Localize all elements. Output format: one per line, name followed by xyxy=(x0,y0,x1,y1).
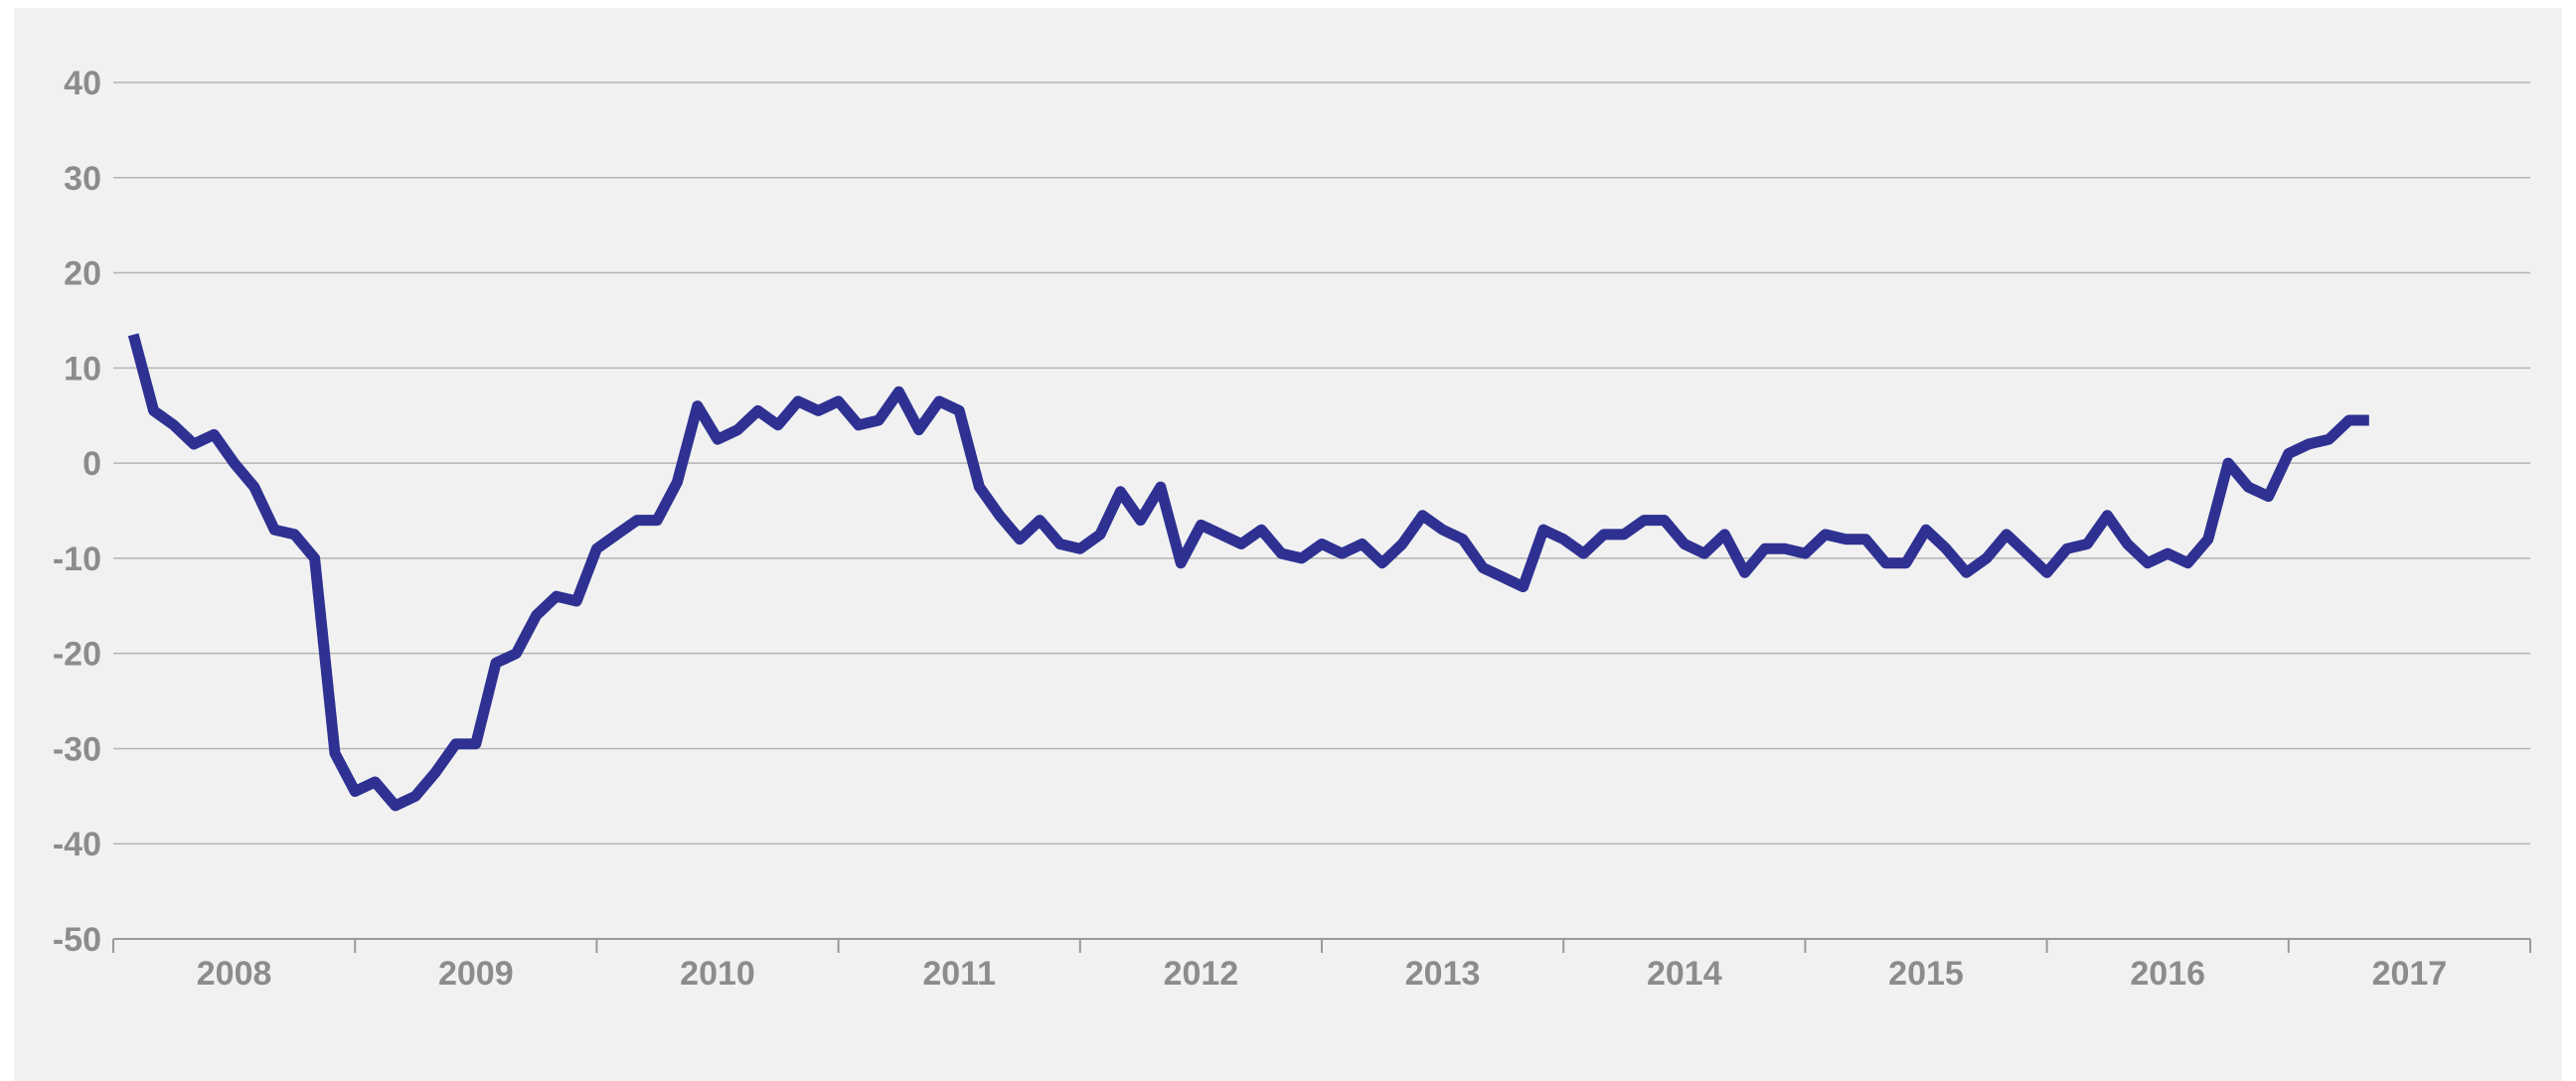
x-tick-label: 2015 xyxy=(1888,955,1964,993)
x-tick-label: 2009 xyxy=(438,955,514,993)
x-tick-label: 2011 xyxy=(922,955,996,993)
x-tick-label: 2010 xyxy=(680,955,755,993)
x-axis: 2008 2009 2010 2011 2012 2013 2014 2015 2016 2017 xyxy=(112,938,2531,993)
series xyxy=(127,333,2369,812)
y-tick-label: -10 xyxy=(53,540,101,578)
x-tick-label: 2008 xyxy=(197,955,272,993)
y-tick-label: 10 xyxy=(64,350,101,387)
series-line xyxy=(127,333,2369,812)
chart-panel: 40 30 20 10 0 -10 -20 -30 -40 -50 2008 2009 2010 201… xyxy=(14,8,2562,1081)
y-tick-label: 0 xyxy=(82,445,101,483)
y-axis: 40 30 20 10 0 -10 -20 -30 -40 -50 xyxy=(53,65,101,959)
x-tick-label: 2014 xyxy=(1647,955,1722,993)
x-tick-label: 2012 xyxy=(1164,955,1239,993)
y-tick-label: 30 xyxy=(64,160,101,198)
x-tick-label: 2016 xyxy=(2130,955,2205,993)
y-tick-label: -40 xyxy=(53,826,101,863)
y-tick-label: 20 xyxy=(64,255,101,293)
x-tick-label: 2013 xyxy=(1405,955,1481,993)
x-tick-label: 2017 xyxy=(2372,955,2448,993)
y-tick-label: -30 xyxy=(53,730,101,768)
y-tick-label: -50 xyxy=(53,921,101,959)
y-tick-label: 40 xyxy=(64,65,101,102)
y-tick-label: -20 xyxy=(53,636,101,674)
